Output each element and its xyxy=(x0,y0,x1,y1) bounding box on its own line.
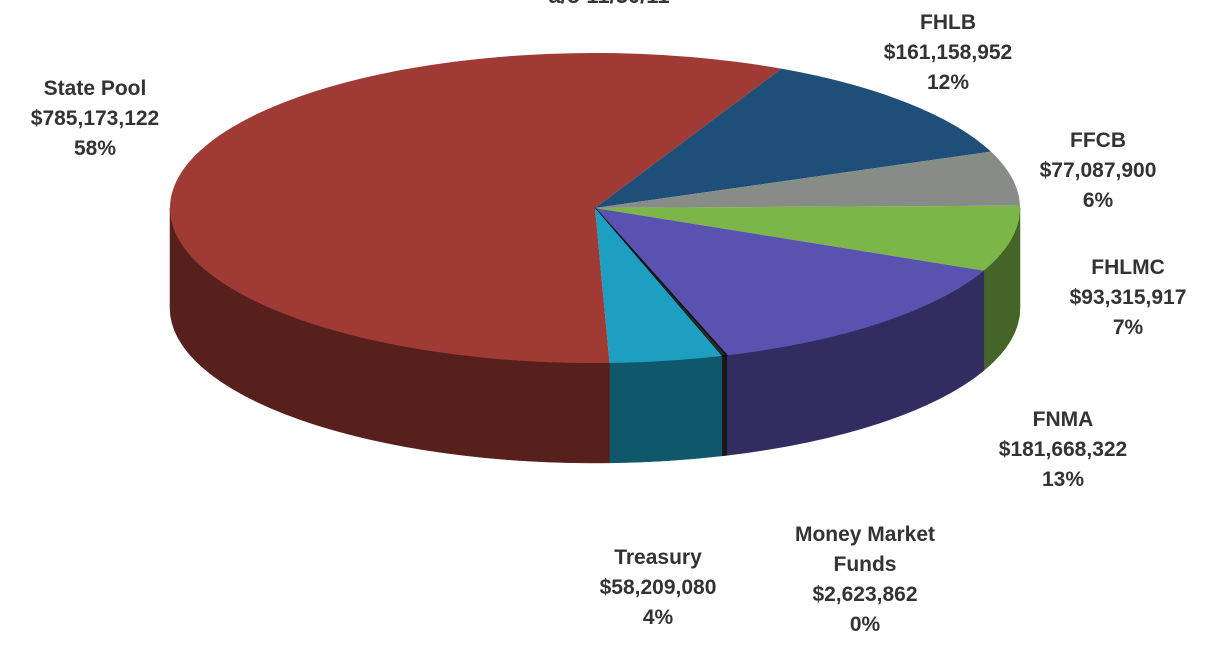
slice-percent: 4% xyxy=(642,606,674,629)
slice-value: $93,315,917 xyxy=(1069,286,1187,309)
pie-slice xyxy=(595,151,1020,208)
slice-percent: 13% xyxy=(1041,468,1085,491)
slice-name: FHLB xyxy=(920,11,976,34)
pie-slice xyxy=(169,52,782,364)
slice-name: FFCB xyxy=(1069,129,1126,152)
slice-percent: 6% xyxy=(1082,189,1114,212)
slice-label: FFCB $77,087,900 6% xyxy=(1040,126,1157,216)
pie-slice xyxy=(595,208,722,363)
slice-percent: 58% xyxy=(73,137,117,160)
chart-title: a/o 11/30/11 xyxy=(548,0,669,9)
slice-name: Treasury xyxy=(614,546,702,569)
slice-side xyxy=(609,355,723,464)
slice-label: Treasury $58,209,080 4% xyxy=(600,543,717,633)
slice-name: FHLMC xyxy=(1091,256,1165,279)
slice-value: $77,087,900 xyxy=(1039,159,1157,182)
slice-value: $161,158,952 xyxy=(883,41,1013,64)
pie-slice xyxy=(594,207,729,357)
slice-label: State Pool $785,173,122 58% xyxy=(31,74,159,164)
pie-slice xyxy=(595,205,1020,271)
slice-value: $2,623,862 xyxy=(812,583,918,606)
slice-name: Money Market Funds xyxy=(794,523,936,576)
slice-value: $181,668,322 xyxy=(998,438,1128,461)
slice-value: $785,173,122 xyxy=(30,107,160,130)
slice-label: FHLB $161,158,952 12% xyxy=(884,8,1012,98)
slice-percent: 12% xyxy=(926,71,970,94)
pie-slice xyxy=(595,68,991,208)
slice-label: Money Market Funds $2,623,862 0% xyxy=(765,520,965,640)
slice-name: State Pool xyxy=(43,77,147,100)
slice-percent: 0% xyxy=(849,613,881,636)
pie-slice xyxy=(595,208,984,356)
slice-label: FHLMC $93,315,917 7% xyxy=(1070,253,1187,343)
slice-value: $58,209,080 xyxy=(599,576,717,599)
slice-label: FNMA $181,668,322 13% xyxy=(999,405,1127,495)
slice-percent: 7% xyxy=(1112,316,1144,339)
slice-name: FNMA xyxy=(1032,408,1094,431)
slice-side xyxy=(721,355,728,457)
